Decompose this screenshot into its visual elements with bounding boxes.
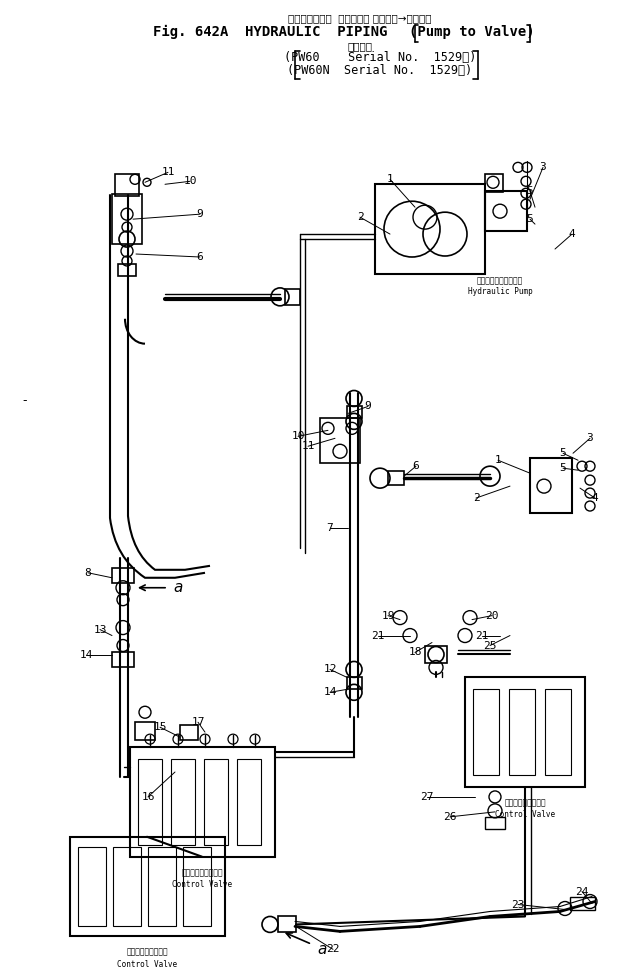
Text: 4: 4 [569, 229, 576, 239]
Text: 14: 14 [324, 687, 337, 698]
Bar [171, 759, 195, 845]
Bar [473, 689, 499, 775]
Text: 24: 24 [575, 887, 589, 896]
Bar [112, 568, 134, 582]
Text: 17: 17 [191, 717, 205, 727]
Text: 21: 21 [475, 631, 489, 641]
Text: 14: 14 [79, 650, 93, 661]
Text: 2: 2 [356, 212, 363, 222]
Bar [485, 817, 505, 828]
Text: 12: 12 [324, 665, 337, 674]
Bar [509, 689, 535, 775]
Text: a: a [317, 942, 327, 956]
Text: 11: 11 [301, 441, 315, 452]
Bar [320, 419, 360, 463]
Bar [485, 174, 503, 192]
Text: 10: 10 [291, 431, 305, 441]
Bar [118, 264, 136, 276]
Text: 25: 25 [483, 641, 497, 650]
Bar [112, 194, 142, 244]
Bar [347, 406, 362, 419]
Text: 10: 10 [183, 176, 197, 186]
Bar [138, 759, 162, 845]
Text: (PW60N  Serial No.  1529～): (PW60N Serial No. 1529～) [288, 64, 473, 78]
Text: 23: 23 [511, 899, 525, 910]
Text: ハイドロリックポンプ: ハイドロリックポンプ [477, 276, 523, 286]
Text: 20: 20 [485, 610, 499, 620]
Text: 4: 4 [592, 493, 599, 503]
Text: 9: 9 [197, 209, 203, 219]
Text: 26: 26 [443, 812, 457, 822]
Text: コントロールバルブ: コントロールバルブ [181, 868, 223, 877]
Bar [70, 837, 225, 936]
Text: Control Valve: Control Valve [172, 880, 232, 890]
Bar [570, 896, 595, 911]
Text: 適用号機: 適用号機 [348, 41, 373, 50]
Text: 19: 19 [381, 610, 395, 620]
Text: 9: 9 [365, 401, 371, 412]
Bar [130, 747, 275, 857]
Text: 7: 7 [327, 523, 333, 533]
Bar [237, 759, 261, 845]
Bar [135, 722, 155, 740]
Text: Control Valve: Control Valve [495, 810, 555, 820]
Bar [530, 458, 572, 513]
Bar [78, 847, 106, 926]
Text: 2: 2 [473, 493, 479, 503]
Text: 6: 6 [197, 252, 203, 262]
Text: 5: 5 [560, 449, 566, 458]
Bar [375, 184, 485, 274]
Bar [183, 847, 211, 926]
Text: 6: 6 [412, 461, 419, 471]
Text: 13: 13 [93, 625, 107, 635]
Text: コントロールバルブ: コントロールバルブ [126, 948, 168, 956]
Bar [465, 677, 585, 787]
Bar [388, 471, 404, 485]
Text: 1: 1 [387, 174, 393, 184]
Text: Control Valve: Control Valve [117, 959, 177, 969]
Text: 5: 5 [527, 186, 533, 197]
Text: Fig. 642A  HYDRAULIC  PIPING: Fig. 642A HYDRAULIC PIPING [153, 25, 388, 39]
Text: 27: 27 [420, 792, 433, 802]
Text: 5: 5 [560, 463, 566, 473]
Bar [285, 289, 300, 305]
Text: 11: 11 [161, 168, 175, 177]
Text: (PW60    Serial No.  1529～): (PW60 Serial No. 1529～) [284, 51, 476, 64]
Text: 21: 21 [371, 631, 385, 641]
Bar [112, 652, 134, 668]
Text: 5: 5 [527, 214, 533, 224]
Text: ハイドロリック  パイピング （ポンプ→バルブ）: ハイドロリック パイピング （ポンプ→バルブ） [288, 13, 432, 23]
Text: 3: 3 [540, 163, 546, 172]
Text: 3: 3 [587, 433, 594, 443]
Bar [115, 174, 139, 197]
Text: 15: 15 [153, 722, 167, 733]
Text: (Pump to Valve): (Pump to Valve) [409, 25, 535, 39]
Bar [113, 847, 141, 926]
Bar [278, 917, 296, 932]
Text: 1: 1 [494, 455, 501, 465]
Bar [347, 677, 362, 689]
Bar [180, 725, 198, 740]
Text: コントロールバルブ: コントロールバルブ [504, 798, 546, 807]
Text: Hydraulic Pump: Hydraulic Pump [468, 288, 532, 297]
Bar [204, 759, 228, 845]
Bar [485, 191, 527, 232]
Text: -: - [23, 394, 27, 407]
Bar [425, 645, 447, 664]
Bar [545, 689, 571, 775]
Text: 16: 16 [141, 792, 155, 802]
Text: 8: 8 [84, 568, 91, 578]
Text: 18: 18 [408, 647, 422, 658]
Bar [148, 847, 176, 926]
Text: 22: 22 [326, 945, 340, 954]
Text: a: a [173, 580, 183, 595]
